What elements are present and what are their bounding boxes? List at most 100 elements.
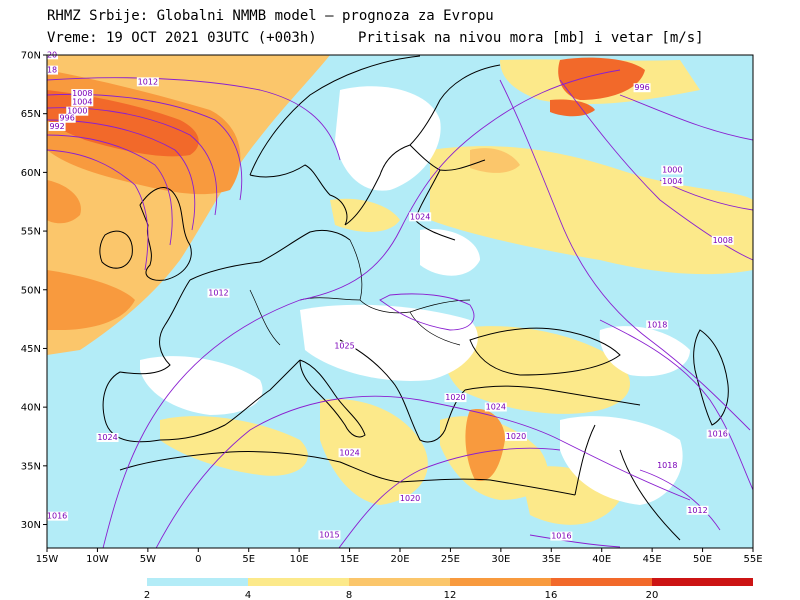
wind-band-4-8 xyxy=(430,146,753,275)
colorbar-segment xyxy=(147,578,248,586)
isobar-label: 1004 xyxy=(662,177,682,186)
lon-tick-label: 55E xyxy=(743,554,762,565)
isobars xyxy=(47,69,753,548)
lat-tick-label: 40N xyxy=(21,403,41,414)
wind-band-calm xyxy=(300,304,478,381)
black-sea-coast xyxy=(464,327,641,406)
lat-tick-label: 35N xyxy=(21,461,41,472)
isobar-label-bg xyxy=(66,106,89,116)
isobar-label-bg xyxy=(48,121,66,131)
isobar-label-bg xyxy=(550,531,573,541)
isobar-label-bg xyxy=(409,212,432,222)
wind-band-calm xyxy=(140,356,263,415)
wind-band-4-8 xyxy=(443,326,630,414)
colorbar-segment xyxy=(349,578,450,586)
wind-band-12-16 xyxy=(47,180,81,224)
isobar-label-bg xyxy=(58,113,76,123)
wind-band-calm xyxy=(599,326,690,377)
isobar-line xyxy=(47,119,196,231)
isobar-label-bg xyxy=(207,288,230,298)
isobar-label: 1016 xyxy=(47,512,67,521)
lon-tick-label: 40E xyxy=(592,554,611,565)
isobar-label-bg xyxy=(444,393,467,403)
levant-coast xyxy=(574,424,681,541)
isobar-line xyxy=(47,77,341,161)
isobar-label: 1012 xyxy=(208,289,228,298)
wind-band-12-16 xyxy=(465,409,505,481)
lon-tick-label: 10E xyxy=(290,554,309,565)
isobar-label: 1015 xyxy=(319,530,339,539)
wind-colorbar: 2 4 8 12 16 20 xyxy=(144,578,753,600)
lat-tick-label: 45N xyxy=(21,344,41,355)
isobar-label-bg xyxy=(71,97,94,107)
isobar-label-bg xyxy=(318,530,341,540)
lon-tick-label: 25E xyxy=(441,554,460,565)
colorbar-tick-label: 8 xyxy=(346,590,352,600)
forecast-time: Vreme: 19 OCT 2021 03UTC (+003h) xyxy=(47,30,317,46)
isobar-label: 1018 xyxy=(657,461,677,470)
balkans-coast xyxy=(339,339,466,443)
isobar-label: 1025 xyxy=(334,341,354,350)
colorbar-tick-label: 16 xyxy=(545,590,558,600)
isobar-label-bg xyxy=(633,83,651,93)
isobar-label-bg xyxy=(661,165,684,175)
wind-band-16-20 xyxy=(558,57,645,100)
isobar-label: 1024 xyxy=(486,402,506,411)
caspian-coast xyxy=(693,329,729,426)
colorbar-segment xyxy=(652,578,753,586)
lon-tick-label: 15W xyxy=(36,554,59,565)
colorbar-tick-label: 2 xyxy=(144,590,150,600)
great-britain-coast xyxy=(139,187,192,281)
wind-band-calm xyxy=(420,229,480,276)
isobar-label-bg xyxy=(96,433,119,443)
isobar-label-bg xyxy=(136,77,159,87)
isobar-label-bg xyxy=(71,89,94,99)
wind-band-4-8 xyxy=(320,399,428,505)
lat-tick-label: 55N xyxy=(21,227,41,238)
isobar-line xyxy=(102,69,621,548)
isobar-label-bg xyxy=(338,448,361,458)
isobar-line xyxy=(47,93,243,201)
isobar-label: 1016 xyxy=(708,429,728,438)
map-title: RHMZ Srbije: Globalni NMMB model — progn… xyxy=(47,8,494,24)
wind-band-calm xyxy=(560,416,683,505)
map-subtitle: Pritisak na nivou mora [mb] i vetar [m/s… xyxy=(358,30,704,46)
isobar-label: 1024 xyxy=(339,448,359,457)
isobar-line xyxy=(499,79,751,431)
isobar-label-bg xyxy=(46,511,69,521)
country-borders xyxy=(249,239,471,346)
wind-field xyxy=(47,55,753,548)
wind-band-calm xyxy=(335,86,441,191)
lon-tick-label: 5E xyxy=(242,554,255,565)
isobar-label: 1008 xyxy=(72,89,92,98)
colorbar-tick-label: 4 xyxy=(245,590,251,600)
isobar-label: 1008 xyxy=(713,236,733,245)
wind-band-12-16 xyxy=(47,270,135,330)
isobar-line xyxy=(639,469,721,531)
isobar-label: 1020 xyxy=(400,494,420,503)
isobar-label-bg xyxy=(711,235,734,245)
wind-band-16-20 xyxy=(47,90,199,157)
isobar-label-bg xyxy=(46,65,59,75)
isobar-label: 1024 xyxy=(97,433,117,442)
isobar-label-bg xyxy=(686,505,709,515)
isobar-label: 1012 xyxy=(687,506,707,515)
north-africa-coast xyxy=(119,451,576,496)
isobar-label: 992 xyxy=(49,122,64,131)
isobar-label-bg xyxy=(646,320,669,330)
isobar-label-bg xyxy=(504,431,527,441)
isobar-label: 18 xyxy=(47,66,57,75)
longitude-ticks: 15W 10W 5W 0 5E 10E 15E 20E 25E 30E 35E 40E 45E 50E 55… xyxy=(36,548,763,565)
isobar-line xyxy=(379,293,475,331)
lon-tick-label: 50E xyxy=(693,554,712,565)
isobar-line xyxy=(338,447,561,548)
isobar-label: 1000 xyxy=(67,107,87,116)
colorbar-segment xyxy=(450,578,551,586)
lon-tick-label: 5W xyxy=(140,554,156,565)
isobar-label-bg xyxy=(484,402,507,412)
isobar-label-bg xyxy=(706,429,729,439)
isobar-line xyxy=(47,134,173,246)
colorbar-segment xyxy=(248,578,349,586)
italy-coast xyxy=(299,359,366,438)
